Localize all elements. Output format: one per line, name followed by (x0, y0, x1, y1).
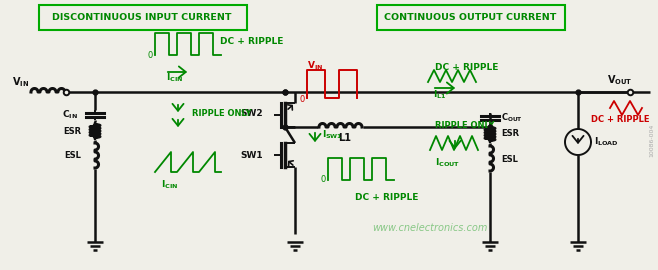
Text: www.cnelectronics.com: www.cnelectronics.com (372, 223, 488, 233)
Text: DISCONTINUOUS INPUT CURRENT: DISCONTINUOUS INPUT CURRENT (52, 12, 232, 22)
Text: ESR: ESR (63, 127, 81, 136)
Text: $\mathbf{I_{CIN}}$: $\mathbf{I_{CIN}}$ (166, 72, 184, 84)
Text: 0: 0 (320, 176, 326, 184)
Text: DC + RIPPLE: DC + RIPPLE (435, 62, 498, 72)
FancyBboxPatch shape (39, 5, 247, 29)
FancyBboxPatch shape (376, 5, 565, 29)
Text: DC + RIPPLE: DC + RIPPLE (220, 38, 284, 46)
Text: ESL: ESL (501, 154, 518, 164)
Text: $\mathbf{I_{L1}}$: $\mathbf{I_{L1}}$ (433, 89, 447, 101)
Text: $\mathbf{V_{OUT}}$: $\mathbf{V_{OUT}}$ (607, 73, 633, 87)
Text: DC + RIPPLE: DC + RIPPLE (591, 116, 649, 124)
Text: CONTINUOUS OUTPUT CURRENT: CONTINUOUS OUTPUT CURRENT (384, 12, 556, 22)
Text: $\mathbf{V_{IN}}$: $\mathbf{V_{IN}}$ (12, 75, 29, 89)
Text: $\mathbf{I_{SW1}}$: $\mathbf{I_{SW1}}$ (322, 129, 343, 141)
Text: 0: 0 (300, 96, 305, 104)
Text: $\mathbf{I_{CIN}}$: $\mathbf{I_{CIN}}$ (161, 179, 178, 191)
Text: L1: L1 (338, 133, 351, 143)
Text: SW1: SW1 (240, 150, 263, 160)
Text: $\mathbf{I_{LOAD}}$: $\mathbf{I_{LOAD}}$ (594, 136, 619, 148)
Text: ESL: ESL (64, 151, 81, 160)
Text: 10086-004: 10086-004 (649, 123, 655, 157)
Text: RIPPLE ONLY: RIPPLE ONLY (192, 109, 251, 117)
Text: DC + RIPPLE: DC + RIPPLE (355, 193, 418, 201)
Text: $\mathbf{C_{IN}}$: $\mathbf{C_{IN}}$ (63, 109, 78, 121)
Text: $\mathbf{V_{IN}}$: $\mathbf{V_{IN}}$ (307, 60, 323, 72)
Text: $\mathbf{C_{OUT}}$: $\mathbf{C_{OUT}}$ (501, 112, 523, 124)
Text: ESR: ESR (501, 130, 519, 139)
Text: SW2: SW2 (240, 109, 263, 117)
Text: 0: 0 (148, 50, 153, 59)
Text: $\mathbf{I_{COUT}}$: $\mathbf{I_{COUT}}$ (435, 157, 460, 169)
Text: RIPPLE ONLY: RIPPLE ONLY (435, 120, 495, 130)
